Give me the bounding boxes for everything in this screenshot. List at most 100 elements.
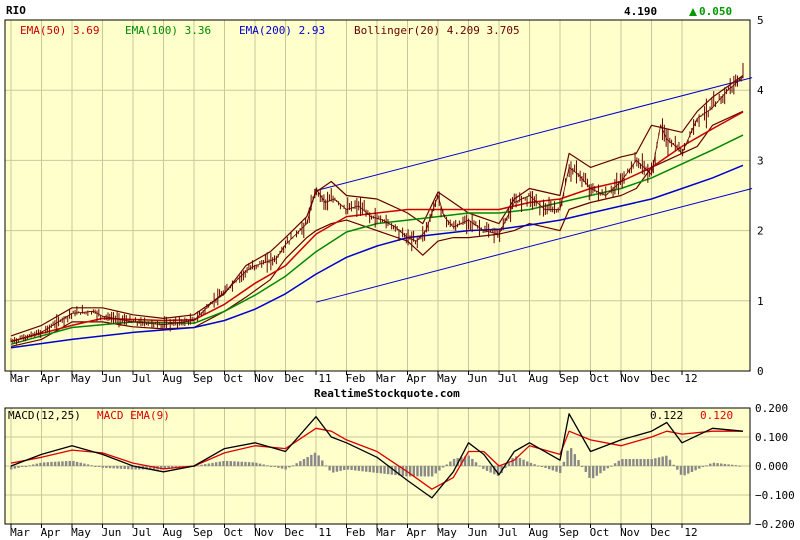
macd-histogram-bar bbox=[650, 459, 653, 466]
macd-histogram-bar bbox=[83, 463, 86, 466]
macd-ema-value: 0.120 bbox=[700, 409, 733, 422]
macd-histogram-bar bbox=[42, 462, 46, 466]
macd-histogram-bar bbox=[580, 466, 584, 467]
price-y-tick-label: 1 bbox=[757, 295, 764, 308]
macd-histogram-bar bbox=[515, 456, 518, 466]
channel-upper-line bbox=[315, 77, 753, 192]
ema50-line bbox=[10, 111, 744, 343]
macd-histogram-bar bbox=[174, 466, 178, 469]
macd-histogram-bar bbox=[467, 455, 470, 466]
price-x-tick-label: Aug bbox=[529, 372, 549, 385]
macd-histogram-bar bbox=[236, 461, 240, 466]
price-x-tick-label: Apr bbox=[407, 372, 427, 385]
macd-histogram-bar bbox=[247, 462, 251, 466]
macd-histogram-bar bbox=[562, 461, 566, 466]
macd-histogram-bar bbox=[438, 466, 441, 471]
macd-histogram-bar bbox=[511, 458, 514, 466]
macd-histogram-bar bbox=[372, 466, 375, 473]
macd-histogram-bar bbox=[386, 466, 390, 475]
macd-histogram-bar bbox=[222, 460, 225, 466]
macd-histogram-bar bbox=[646, 459, 650, 466]
macd-histogram-bar bbox=[504, 466, 507, 469]
price-x-axis: Mar Apr May Jun Jul Aug Sep Oct Nov Dec 11 Feb Mar Ap… bbox=[10, 371, 698, 385]
macd-histogram-bar bbox=[335, 466, 339, 472]
macd-y-tick-label: −0.100 bbox=[755, 489, 795, 502]
macd-histogram-bar bbox=[119, 466, 123, 469]
price-x-tick-label: Feb bbox=[346, 372, 366, 385]
legend-bollinger: Bollinger(20) 4.209 3.705 bbox=[354, 24, 520, 37]
price-x-tick-label: Nov bbox=[254, 372, 274, 385]
macd-histogram-bar bbox=[661, 456, 664, 466]
price-y-tick-label: 4 bbox=[757, 84, 764, 97]
macd-histogram-bar bbox=[577, 460, 580, 466]
macd-histogram-bar bbox=[20, 466, 24, 467]
price-x-tick-label: Mar bbox=[376, 372, 396, 385]
macd-histogram-bar bbox=[705, 465, 708, 467]
macd-x-tick-label: Dec bbox=[285, 526, 305, 539]
macd-histogram-bar bbox=[452, 458, 456, 466]
macd-histogram-bar bbox=[654, 458, 657, 466]
price-y-tick-label: 5 bbox=[757, 14, 764, 27]
macd-histogram-bar bbox=[588, 466, 591, 478]
macd-histogram-bar bbox=[277, 466, 280, 468]
macd-histogram-bar bbox=[401, 466, 405, 476]
macd-histogram-bar bbox=[573, 454, 577, 466]
macd-histogram-bar bbox=[701, 466, 705, 467]
macd-x-tick-label: May bbox=[437, 526, 457, 539]
macd-histogram-bar bbox=[489, 466, 492, 473]
macd-histogram-bar bbox=[17, 466, 20, 468]
macd-y-tick-label: 0.000 bbox=[755, 460, 788, 473]
macd-histogram-bar bbox=[683, 466, 686, 476]
macd-histogram-bar bbox=[478, 465, 481, 467]
up-triangle-icon bbox=[689, 8, 697, 16]
price-close-line bbox=[10, 76, 744, 342]
macd-histogram-bar bbox=[343, 466, 346, 471]
macd-histogram-bar bbox=[621, 459, 624, 466]
macd-x-tick-label: 12 bbox=[684, 526, 697, 539]
macd-x-tick-label: Apr bbox=[41, 526, 61, 539]
macd-histogram-bar bbox=[526, 461, 529, 466]
macd-histogram-bar bbox=[595, 466, 598, 476]
symbol-label: RIO bbox=[6, 4, 26, 17]
macd-histogram-bar bbox=[196, 465, 200, 467]
macd-histogram-bar bbox=[423, 466, 426, 477]
macd-histogram-bar bbox=[720, 463, 723, 466]
watermark: RealtimeStockquote.com bbox=[314, 387, 460, 400]
macd-histogram-bar bbox=[449, 461, 452, 466]
macd-histogram-bar bbox=[90, 465, 93, 467]
macd-y-tick-label: 0.200 bbox=[755, 402, 788, 415]
macd-histogram-bar bbox=[540, 466, 544, 467]
macd-x-tick-label: May bbox=[71, 526, 91, 539]
macd-histogram-bar bbox=[537, 465, 540, 467]
macd-histogram-bar bbox=[529, 462, 533, 466]
macd-histogram-bar bbox=[288, 466, 291, 468]
macd-histogram-bar bbox=[145, 466, 148, 470]
macd-histogram-bar bbox=[46, 462, 49, 466]
macd-histogram-bar bbox=[734, 465, 738, 467]
macd-histogram-bar bbox=[482, 466, 485, 469]
price-x-tick-label: Sep bbox=[559, 372, 579, 385]
macd-x-tick-label: Sep bbox=[559, 526, 579, 539]
macd-histogram-bar bbox=[430, 466, 434, 477]
macd-histogram-bar bbox=[628, 459, 631, 466]
macd-histogram-bar bbox=[317, 455, 320, 466]
bollinger-upper-line bbox=[10, 75, 744, 337]
macd-histogram-bar bbox=[555, 466, 558, 472]
macd-histogram-bar bbox=[295, 463, 298, 466]
macd-histogram-bar bbox=[584, 466, 588, 472]
legend-ema200: EMA(200) 2.93 bbox=[239, 24, 325, 37]
macd-histogram-bar bbox=[313, 452, 317, 466]
macd-histogram-bar bbox=[643, 459, 646, 466]
macd-x-tick-label: Oct bbox=[590, 526, 610, 539]
macd-histogram-bar bbox=[471, 458, 474, 466]
macd-histogram-bar bbox=[108, 466, 112, 469]
macd-x-tick-label: Apr bbox=[407, 526, 427, 539]
price-x-tick-label: Oct bbox=[590, 372, 610, 385]
macd-histogram-bar bbox=[460, 457, 463, 466]
macd-histogram-bar bbox=[214, 462, 218, 466]
macd-histogram-bar bbox=[328, 466, 331, 471]
macd-histogram-bar bbox=[679, 466, 683, 475]
macd-histogram-bar bbox=[602, 466, 606, 471]
macd-x-tick-label: Jun bbox=[468, 526, 488, 539]
